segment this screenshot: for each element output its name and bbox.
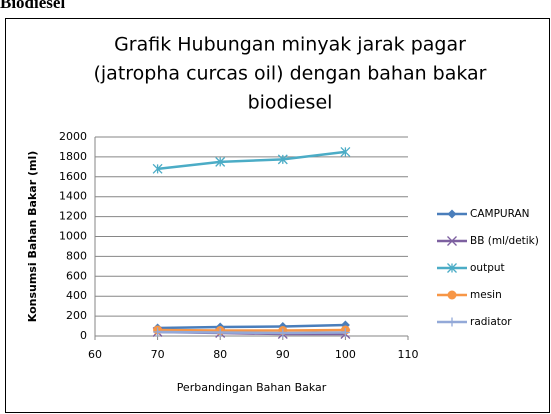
chart-title: (jatropha curcas oil) dengan bahan bakar bbox=[93, 63, 486, 85]
y-tick-label: 1400 bbox=[59, 190, 87, 203]
x-tick-label: 70 bbox=[151, 348, 165, 361]
y-tick-label: 400 bbox=[66, 289, 87, 302]
x-tick-label: 100 bbox=[335, 348, 356, 361]
x-tick-label: 80 bbox=[213, 348, 227, 361]
x-axis-label: Perbandingan Bahan Bakar bbox=[177, 381, 327, 394]
data-point bbox=[277, 154, 288, 165]
y-tick-label: 2000 bbox=[59, 130, 87, 143]
data-point bbox=[215, 328, 225, 338]
legend-label: radiator bbox=[470, 316, 512, 328]
legend-marker bbox=[447, 209, 457, 219]
data-point bbox=[340, 328, 350, 338]
legend-marker bbox=[447, 263, 457, 273]
data-point bbox=[152, 163, 163, 174]
y-tick-label: 1000 bbox=[59, 230, 87, 243]
data-point bbox=[215, 156, 226, 167]
x-tick-label: 90 bbox=[276, 348, 290, 361]
legend-label: output bbox=[470, 262, 505, 274]
y-axis-label: Konsumsi Bahan Bakar (ml) bbox=[26, 151, 39, 323]
data-point bbox=[153, 327, 163, 337]
series-line bbox=[157, 330, 346, 335]
data-point bbox=[340, 146, 351, 157]
chart-frame bbox=[5, 18, 550, 413]
series-line bbox=[157, 150, 346, 171]
legend-marker bbox=[447, 317, 457, 327]
x-tick-label: 110 bbox=[398, 348, 419, 361]
x-tick-label: 60 bbox=[88, 348, 102, 361]
data-point bbox=[278, 328, 288, 338]
y-tick-label: 1800 bbox=[59, 150, 87, 163]
chart-title: Grafik Hubungan minyak jarak pagar bbox=[114, 34, 466, 56]
legend-marker bbox=[447, 236, 457, 246]
chart-title: biodiesel bbox=[248, 92, 333, 114]
y-tick-label: 800 bbox=[66, 249, 87, 262]
header-text: Biodiesel bbox=[0, 0, 65, 12]
y-tick-label: 600 bbox=[66, 269, 87, 282]
legend-marker bbox=[447, 290, 457, 300]
legend-label: BB (ml/detik) bbox=[470, 235, 539, 247]
legend-label: mesin bbox=[470, 289, 502, 301]
y-tick-label: 200 bbox=[66, 309, 87, 322]
y-tick-label: 1200 bbox=[59, 210, 87, 223]
y-tick-label: 0 bbox=[80, 329, 87, 342]
series-line bbox=[157, 323, 346, 330]
legend-label: CAMPURAN bbox=[470, 208, 530, 220]
y-tick-label: 1600 bbox=[59, 170, 87, 183]
